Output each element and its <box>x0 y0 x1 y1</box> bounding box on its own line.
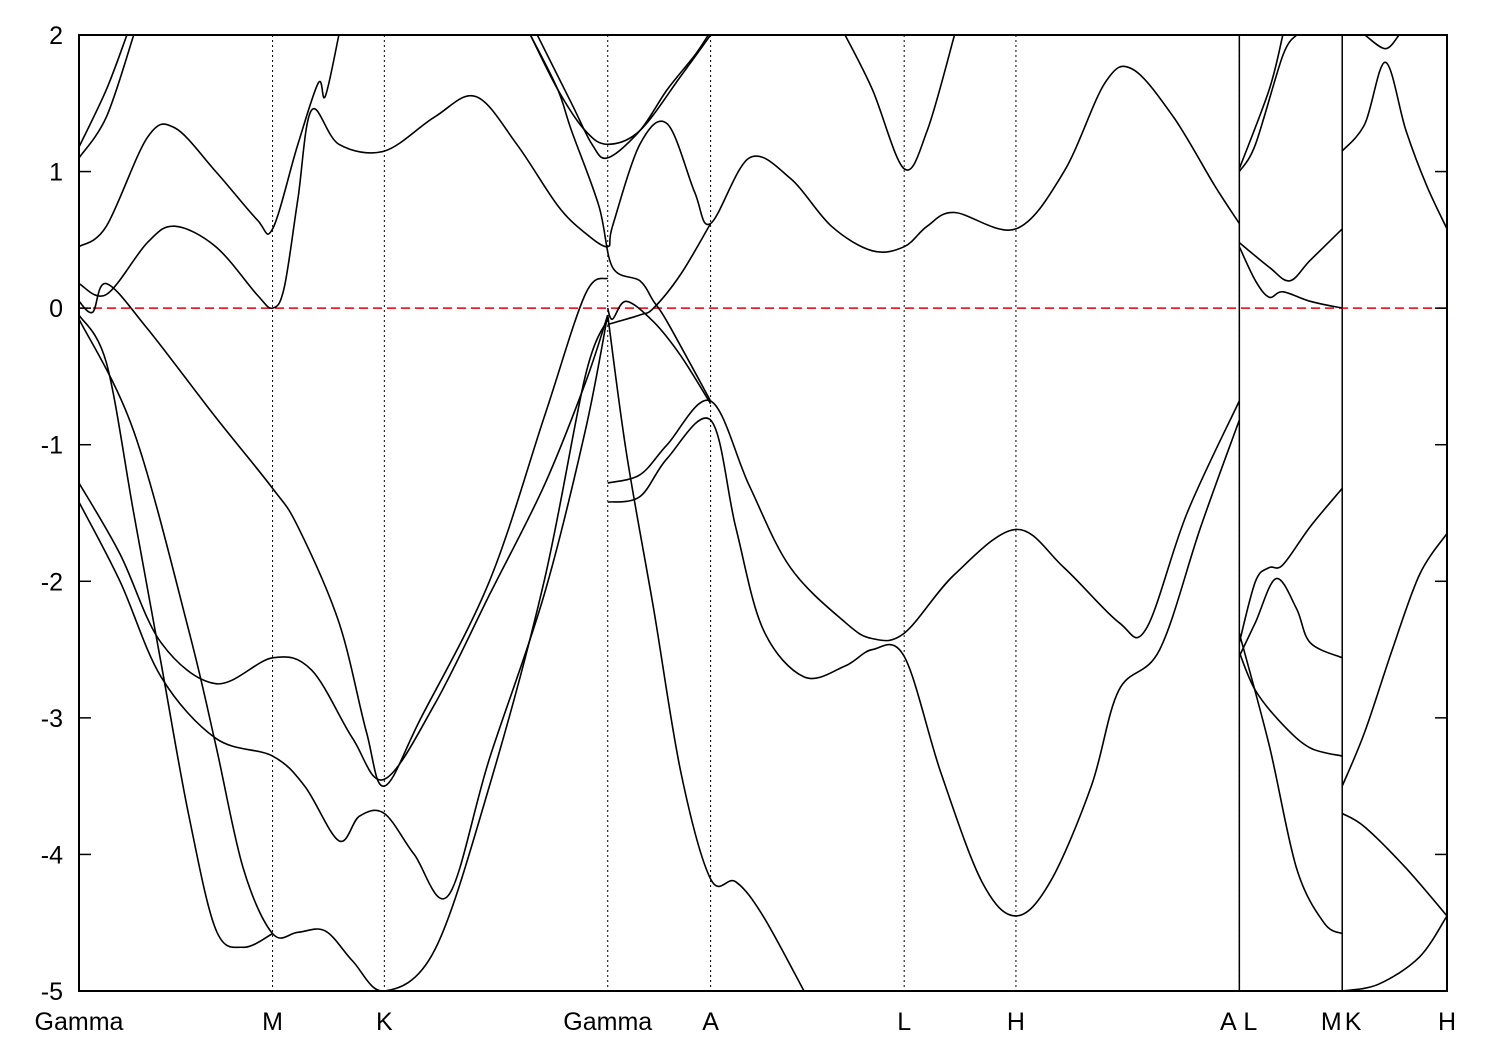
kpoint-label: A <box>1220 1008 1237 1036</box>
band-line-30 <box>606 300 712 405</box>
band-lines <box>79 35 1447 991</box>
band-line-24 <box>1238 35 1284 170</box>
band-line-28 <box>1364 35 1400 50</box>
kpoint-label: Gamma <box>563 1008 652 1036</box>
kpoint-label: Gamma <box>35 1008 124 1036</box>
y-tick-label: -3 <box>41 705 63 733</box>
kpoint-label: K <box>1345 1008 1362 1036</box>
band-line-6 <box>606 314 805 991</box>
kpoint-label: H <box>1438 1008 1456 1036</box>
band-line-2 <box>79 318 609 991</box>
band-line-7 <box>1238 487 1343 643</box>
y-axis-ticks: 2 1 0 -1 -2 -3 -4 -5 <box>41 22 1447 1006</box>
band-line-29 <box>79 277 609 787</box>
y-tick-label: -4 <box>41 841 63 869</box>
kpoint-label: K <box>376 1008 393 1036</box>
band-line-23 <box>1238 35 1298 173</box>
plot-frame <box>78 34 1448 992</box>
y-tick-label: 0 <box>49 295 63 323</box>
x-axis-labels: Gamma M K Gamma A L H A L M K H <box>35 1008 1456 1036</box>
y-tick-label: -5 <box>41 978 63 1006</box>
band-line-21 <box>607 223 712 326</box>
y-tick-label: 2 <box>49 22 63 50</box>
band-line-11 <box>1341 812 1447 917</box>
y-tick-label: -1 <box>41 432 63 460</box>
band-line-17 <box>79 35 128 148</box>
band-line-12 <box>1342 915 1447 991</box>
band-line-16 <box>79 35 135 159</box>
band-line-9 <box>1238 651 1343 757</box>
band-line-13 <box>1341 533 1447 787</box>
band-line-15 <box>79 35 340 248</box>
band-line-1 <box>79 314 609 900</box>
band-line-5 <box>607 417 1241 917</box>
band-line-8 <box>1238 577 1343 659</box>
band-line-10 <box>1238 632 1343 935</box>
band-line-3 <box>79 314 273 949</box>
band-line-22 <box>844 35 956 171</box>
kpoint-label: L <box>1243 1008 1257 1036</box>
band-line-20 <box>529 35 712 402</box>
kpoint-label: L <box>897 1008 911 1036</box>
kpoint-label: M <box>262 1008 283 1036</box>
band-line-4 <box>607 399 1241 642</box>
band-line-27 <box>1341 61 1447 230</box>
kpoint-label: A <box>702 1008 719 1036</box>
band-line-26 <box>1238 228 1343 282</box>
band-line-25 <box>1238 246 1343 309</box>
y-tick-label: 1 <box>49 159 63 187</box>
kpoint-divider-lines <box>272 35 1343 991</box>
y-tick-label: -2 <box>41 568 63 596</box>
band-line-14 <box>79 65 1240 310</box>
band-line-0 <box>79 314 609 781</box>
kpoint-label: H <box>1007 1008 1025 1036</box>
kpoint-label: M <box>1321 1008 1342 1036</box>
band-line-19 <box>536 35 709 160</box>
